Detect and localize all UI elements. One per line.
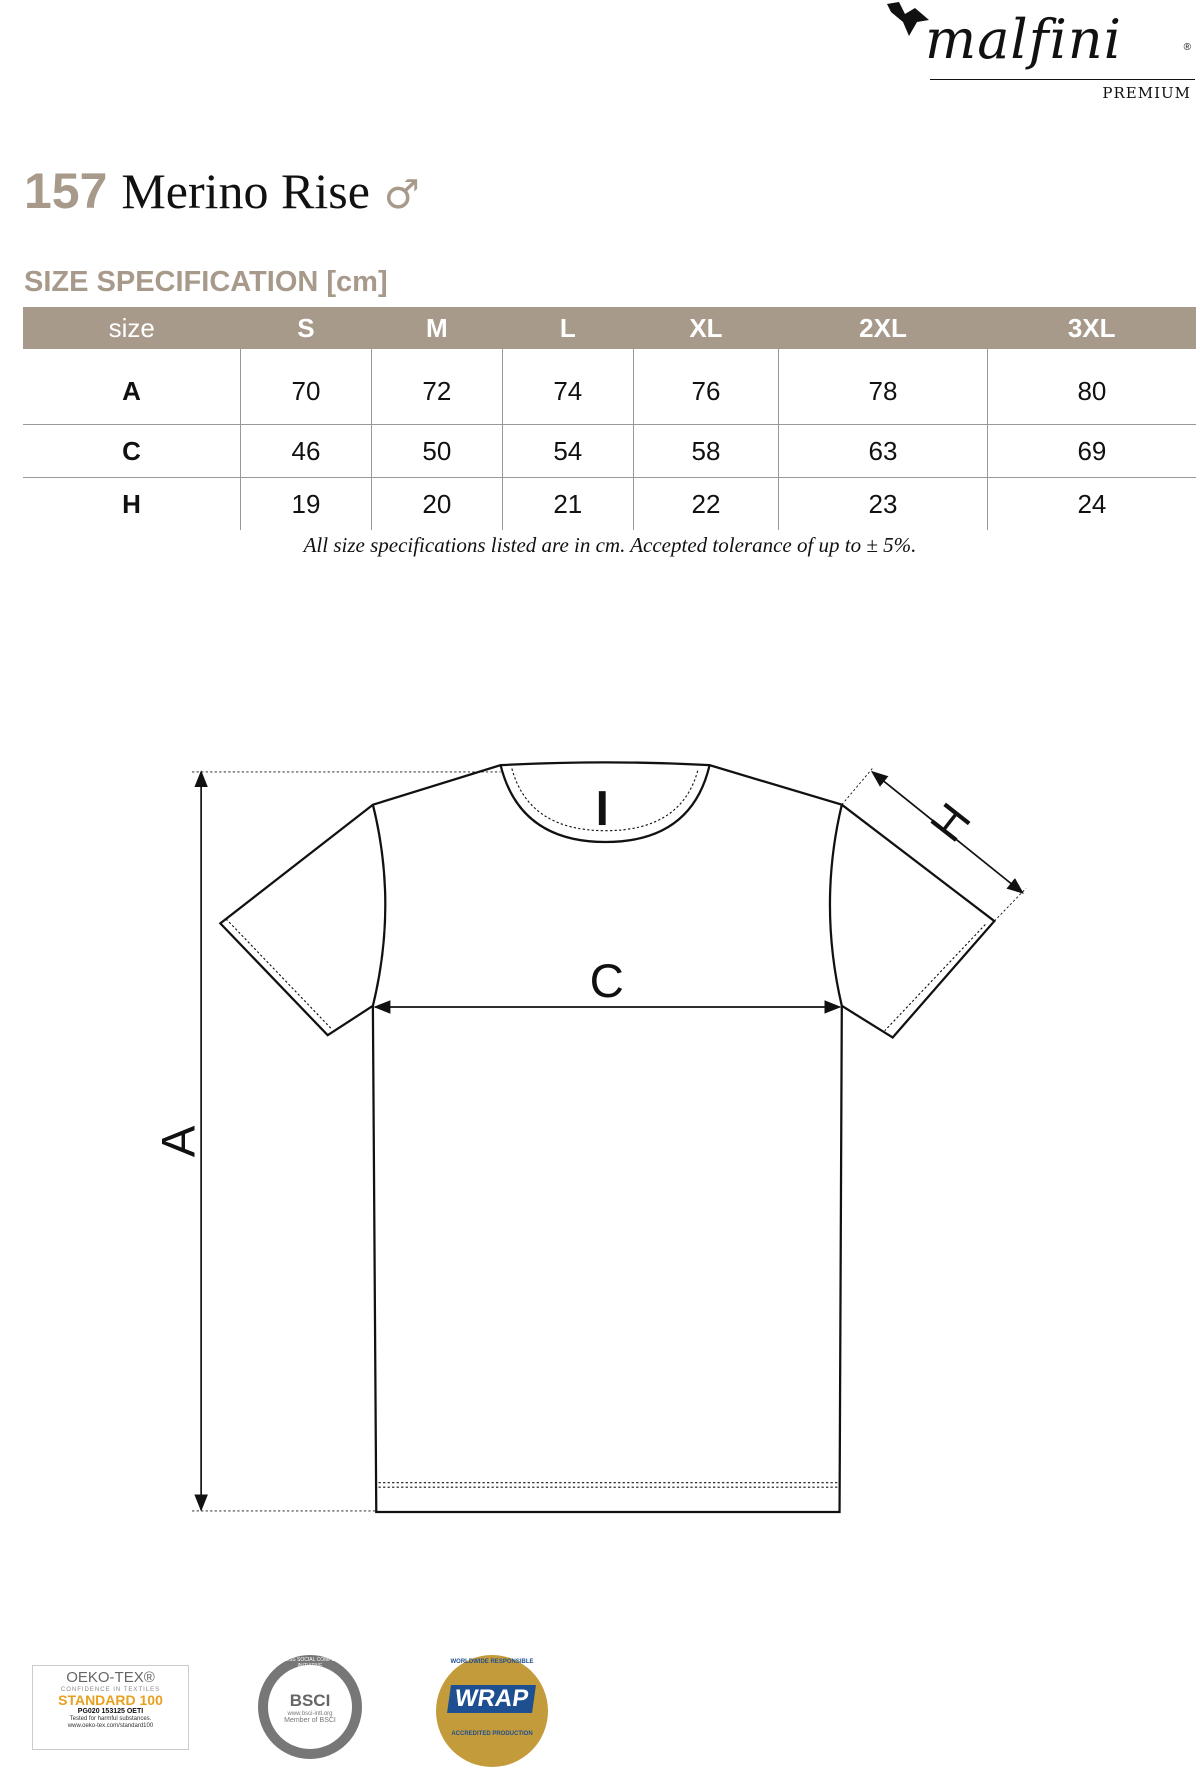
table-cell: 24: [986, 477, 1196, 530]
tshirt-outline: [218, 761, 996, 1514]
brand-name: malfini: [925, 8, 1122, 71]
oeko-tex-badge: OEKO-TEX® CONFIDENCE IN TEXTILES STANDAR…: [32, 1665, 189, 1750]
header-l: L: [502, 307, 634, 349]
table-cell: 23: [778, 477, 988, 530]
header-size: size: [23, 307, 241, 349]
product-number: 157: [24, 163, 108, 219]
size-table: size S M L XL 2XL 3XL A 70 72 74 76 78 8…: [23, 307, 1196, 530]
wrap-badge: WORLDWIDE RESPONSIBLE WRAP ACCREDITED PR…: [436, 1655, 548, 1767]
oeko-code: PG020 153125 OETI: [77, 1708, 144, 1716]
table-cell: 46: [240, 424, 372, 478]
product-name: Merino Rise: [121, 163, 370, 219]
spec-heading: SIZE SPECIFICATION [cm]: [24, 266, 388, 298]
oeko-url: www.oeko-tex.com/standard100: [67, 1722, 154, 1729]
wrap-bottom: ACCREDITED PRODUCTION: [451, 1731, 533, 1737]
header-xl: XL: [633, 307, 779, 349]
table-cell: 80: [986, 349, 1196, 425]
table-header-row: size S M L XL 2XL 3XL: [23, 307, 1196, 349]
oeko-sub: CONFIDENCE IN TEXTILES: [60, 1686, 161, 1693]
bsci-badge: BUSINESS SOCIAL COMPLIANCE INITIATIVE BS…: [258, 1655, 362, 1759]
table-cell: 63: [778, 424, 988, 478]
header-3xl: 3XL: [987, 307, 1196, 349]
arrow-h: [870, 770, 1024, 894]
header-s: S: [240, 307, 372, 349]
oeko-standard: STANDARD 100: [58, 1692, 163, 1709]
bsci-name: BSCI: [289, 1691, 331, 1710]
measure-lines: [192, 768, 1027, 1512]
table-cell: 76: [632, 349, 779, 425]
label-a: A: [152, 1125, 205, 1157]
table-cell: 72: [370, 349, 503, 425]
wrap-top: WORLDWIDE RESPONSIBLE: [450, 1659, 534, 1665]
table-cell: 50: [370, 424, 503, 478]
table-row: A 70 72 74 76 78 80: [23, 349, 1196, 425]
label-h: H: [920, 794, 980, 851]
bird-icon: [887, 2, 929, 36]
table-cell: 19: [240, 477, 372, 530]
table-row: H 19 20 21 22 23 24: [23, 477, 1196, 530]
page-title: 157 Merino Rise ♂: [24, 162, 420, 220]
wrap-name: WRAP: [447, 1685, 537, 1713]
table-cell: 78: [778, 349, 988, 425]
bsci-member: Member of BSCI: [284, 1717, 336, 1724]
row-label: H: [122, 488, 141, 519]
row-label: A: [23, 349, 241, 425]
oeko-title: OEKO-TEX®: [66, 1669, 155, 1686]
table-cell: 74: [501, 349, 634, 425]
bsci-url: www.bsci-intl.org: [287, 1711, 333, 1717]
table-cell: 69: [986, 424, 1196, 478]
neck-label: [598, 791, 606, 826]
table-cell: 22: [632, 477, 779, 530]
logo-divider: [930, 79, 1195, 80]
oeko-tested: Tested for harmful substances.: [69, 1716, 152, 1723]
brand-tagline: PREMIUM: [1102, 84, 1191, 102]
table-row: C 46 50 54 58 63 69: [23, 424, 1196, 478]
table-cell: 70: [240, 349, 372, 425]
label-c: C: [590, 955, 624, 1008]
header-m: M: [371, 307, 503, 349]
header-2xl: 2XL: [778, 307, 988, 349]
tolerance-note: All size specifications listed are in cm…: [303, 533, 917, 557]
table-cell: 20: [370, 477, 503, 530]
malfini-logo: malfini ® PREMIUM: [885, 0, 1195, 105]
row-label: C: [23, 424, 241, 478]
registered-mark: ®: [1183, 42, 1191, 53]
table-cell: 21: [501, 477, 634, 530]
male-icon: ♂: [383, 172, 420, 218]
table-cell: 58: [632, 424, 779, 478]
table-cell: 54: [501, 424, 634, 478]
bsci-ring: BUSINESS SOCIAL COMPLIANCE INITIATIVE: [270, 1657, 350, 1669]
